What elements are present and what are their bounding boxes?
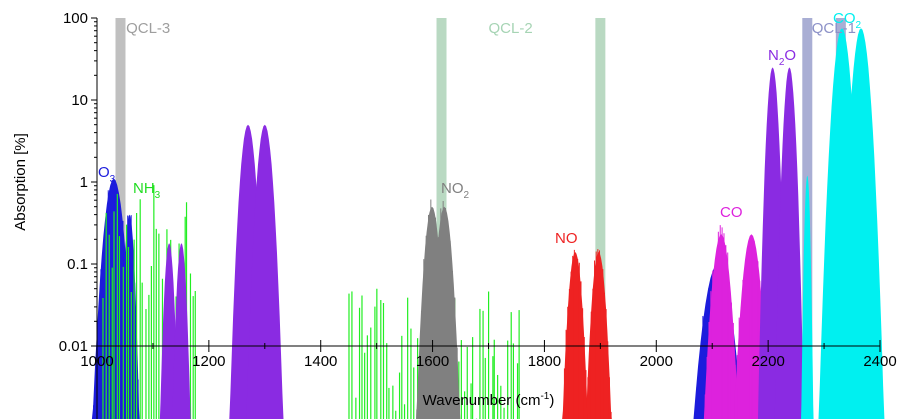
label-o3-sub: 3 — [110, 174, 116, 185]
label-o3: O3 — [98, 164, 116, 185]
label-n2o: N2O — [768, 47, 796, 68]
x-tick-label: 1800 — [528, 353, 561, 370]
y-axis-title: Absorption [%] — [12, 133, 29, 231]
series-n2o — [159, 67, 862, 419]
label-no2: NO2 — [441, 180, 470, 201]
x-axis-title-text: Wavenumber (cm — [423, 392, 541, 409]
label-co2-sub: 2 — [856, 20, 862, 31]
y-tick-label: 1 — [80, 174, 88, 191]
laser-label-qcl-3: QCL-3 — [126, 20, 170, 37]
label-co: CO — [720, 204, 743, 221]
x-tick-label: 2200 — [751, 353, 784, 370]
y-tick-label: 0.1 — [67, 256, 88, 273]
label-nh3-main: NH — [133, 180, 155, 197]
x-tick-label: 1600 — [416, 353, 449, 370]
laser-line-qcl-2 — [595, 18, 606, 419]
absorption-band — [246, 124, 284, 419]
label-co2: CO2 — [833, 10, 862, 31]
laser-label-qcl-1: QCL-1 — [812, 20, 856, 37]
x-tick-label: 2000 — [640, 353, 673, 370]
label-no: NO — [555, 230, 578, 247]
series-co2 — [801, 28, 885, 419]
absorption-band — [585, 252, 612, 419]
x-axis-title-superscript: -1 — [540, 391, 549, 402]
label-co-main: CO — [720, 204, 743, 221]
y-tick-label: 0.01 — [59, 338, 88, 355]
label-o3-main: O — [98, 164, 110, 181]
y-tick-label: 100 — [63, 10, 88, 27]
label-n2o-tail: O — [784, 47, 796, 64]
x-tick-label: 2400 — [863, 353, 896, 370]
label-nh3: NH3 — [133, 180, 161, 201]
label-n2o-main: N — [768, 47, 779, 64]
series-no2 — [416, 199, 461, 419]
x-axis-title-text: ) — [549, 392, 554, 409]
absorption-band — [562, 252, 589, 419]
label-co2-main: CO — [833, 10, 856, 27]
x-tick-label: 1200 — [192, 353, 225, 370]
series-no — [562, 249, 612, 419]
x-axis-title: Wavenumber (cm-1) — [423, 391, 555, 409]
absorption-band — [837, 28, 885, 419]
absorption-band — [172, 243, 191, 419]
axes: 0.01 0.1 1 10 100 1000 1200 1400 1600 1800 2000 220… — [59, 10, 897, 419]
x-tick-label: 1000 — [80, 353, 113, 370]
laser-label-qcl-2: QCL-2 — [489, 20, 533, 37]
y-tick-label: 10 — [71, 92, 88, 109]
absorption-band — [801, 175, 814, 419]
label-n2o-sub: 2 — [779, 57, 785, 68]
label-no2-sub: 2 — [464, 190, 470, 201]
label-nh3-sub: 3 — [155, 190, 161, 201]
label-no2-main: NO — [441, 180, 464, 197]
x-tick-label: 1400 — [304, 353, 337, 370]
absorption-band — [774, 67, 805, 419]
labels: Absorption [%] Wavenumber (cm-1) QCL-3 QCL-… — [12, 10, 862, 409]
absorption-bands — [91, 28, 885, 419]
label-no-main: NO — [555, 230, 578, 247]
